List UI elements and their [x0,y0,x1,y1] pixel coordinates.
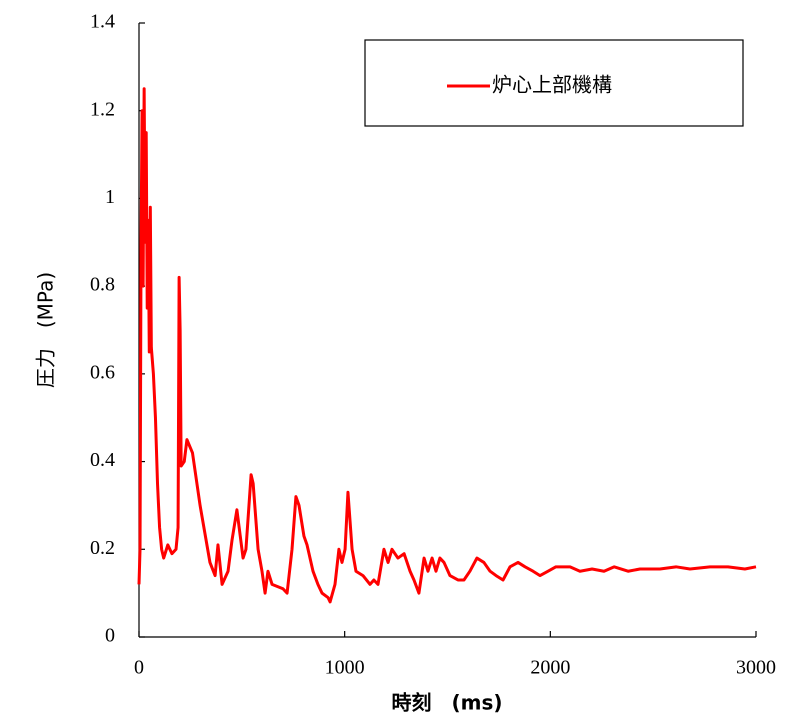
y-tick-label: 0.8 [90,274,115,296]
x-tick-label: 1000 [325,657,365,679]
x-tick-label: 3000 [736,657,776,679]
y-tick-label: 1.4 [90,11,115,33]
y-tick-label: 0.2 [90,537,115,559]
data-line [137,87,757,604]
x-axis-label: 時刻 (ms) [391,691,502,715]
y-axis-label: 圧力 (MPa) [34,272,58,388]
legend-label: 炉心上部機構 [492,73,612,97]
y-tick-label: 0 [105,625,115,647]
legend-box [364,39,744,127]
x-tick-label: 2000 [530,657,570,679]
y-tick-label: 1 [105,186,115,208]
x-tick-label: 0 [134,657,144,679]
y-tick-label: 1.2 [90,98,115,120]
y-tick-label: 0.4 [90,449,115,471]
y-tick-label: 0.6 [90,361,115,383]
